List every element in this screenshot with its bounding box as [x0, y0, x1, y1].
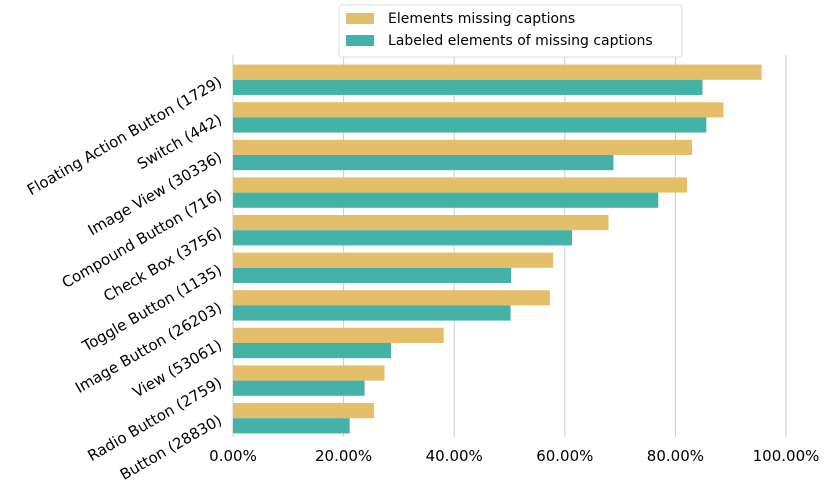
legend-swatch-1	[346, 35, 374, 46]
bar-missing-9	[233, 403, 375, 419]
x-tick-label: 100.00%	[753, 447, 820, 465]
bar-labeled-8	[233, 380, 365, 396]
bar-missing-5	[233, 252, 554, 268]
bar-labeled-5	[233, 267, 512, 283]
x-tick-label: 60.00%	[536, 447, 593, 465]
bar-labeled-4	[233, 230, 572, 246]
bar-missing-2	[233, 139, 692, 155]
y-axis-labels: Floating Action Button (1729)Switch (442…	[24, 73, 225, 484]
bar-labeled-2	[233, 155, 614, 171]
x-tick-label: 80.00%	[647, 447, 704, 465]
x-axis-labels: 0.00% 20.00% 40.00% 60.00% 80.00% 100.00%	[209, 447, 819, 465]
bar-missing-1	[233, 102, 724, 118]
legend-label-1: Labeled elements of missing captions	[388, 33, 653, 49]
bar-labeled-7	[233, 343, 392, 359]
bar-labeled-3	[233, 192, 659, 208]
bar-missing-0	[233, 64, 762, 80]
x-tick-label: 0.00%	[209, 447, 257, 465]
bar-missing-7	[233, 327, 444, 343]
bar-missing-6	[233, 290, 550, 306]
legend: Elements missing captions Labeled element…	[338, 4, 683, 58]
bar-labeled-1	[233, 117, 707, 133]
x-tick-label: 40.00%	[426, 447, 483, 465]
x-tick-label: 20.00%	[315, 447, 372, 465]
legend-swatch-0	[346, 13, 374, 24]
bar-missing-8	[233, 365, 385, 381]
legend-label-0: Elements missing captions	[388, 11, 575, 27]
bar-labeled-9	[233, 418, 350, 434]
bar-labeled-6	[233, 305, 511, 321]
legend-box	[338, 4, 683, 58]
bar-missing-4	[233, 215, 609, 231]
bar-missing-3	[233, 177, 688, 193]
bars	[233, 64, 762, 434]
bar-labeled-0	[233, 79, 703, 95]
